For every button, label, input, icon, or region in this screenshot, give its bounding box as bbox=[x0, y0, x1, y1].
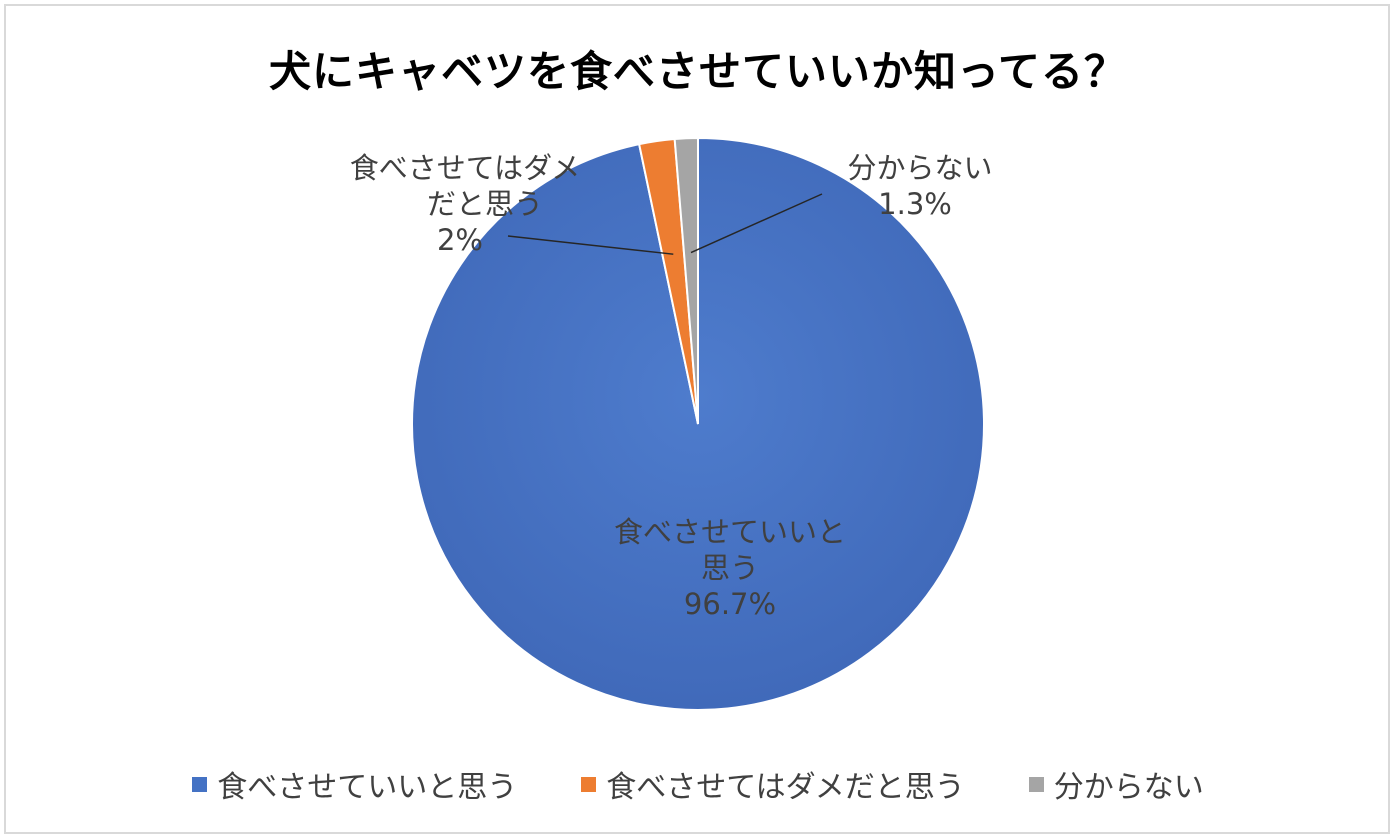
data-label-line: 思う bbox=[700, 551, 759, 585]
data-label-line: 分からない bbox=[847, 151, 993, 185]
legend-swatch bbox=[1028, 776, 1044, 792]
legend-label: 分からない bbox=[1053, 770, 1204, 805]
data-label-line: だと思う bbox=[426, 187, 543, 221]
data-label-value: 96.7% bbox=[683, 587, 777, 621]
leader-line-1 bbox=[507, 235, 674, 255]
data-label-slice-1: 食べさせてはダメ だと思う 2% bbox=[330, 150, 600, 258]
legend: 食べさせていいと思う 食べさせてはダメだと思う 分からない bbox=[0, 762, 1396, 806]
data-label-value: 1.3% bbox=[878, 187, 952, 221]
data-label-value: 2% bbox=[436, 223, 483, 257]
legend-label: 食べさせてはダメだと思う bbox=[606, 770, 965, 805]
legend-label: 食べさせていいと思う bbox=[217, 770, 518, 805]
data-label-slice-0: 食べさせていいと 思う 96.7% bbox=[600, 514, 860, 622]
legend-item: 分からない bbox=[1028, 762, 1204, 806]
data-label-line: 食べさせてはダメ bbox=[349, 151, 581, 185]
data-label-slice-2: 分からない 1.3% bbox=[830, 150, 1010, 222]
chart-title: 犬にキャベツを食べさせていいか知ってる？ bbox=[269, 47, 1127, 96]
legend-item: 食べさせていいと思う bbox=[192, 762, 517, 806]
data-label-line: 食べさせていいと bbox=[613, 515, 846, 549]
legend-swatch bbox=[192, 776, 208, 792]
legend-item: 食べさせてはダメだと思う bbox=[581, 762, 965, 806]
legend-swatch bbox=[581, 776, 597, 792]
leader-line-2 bbox=[690, 193, 823, 254]
pie-slice-2 bbox=[673, 136, 699, 425]
